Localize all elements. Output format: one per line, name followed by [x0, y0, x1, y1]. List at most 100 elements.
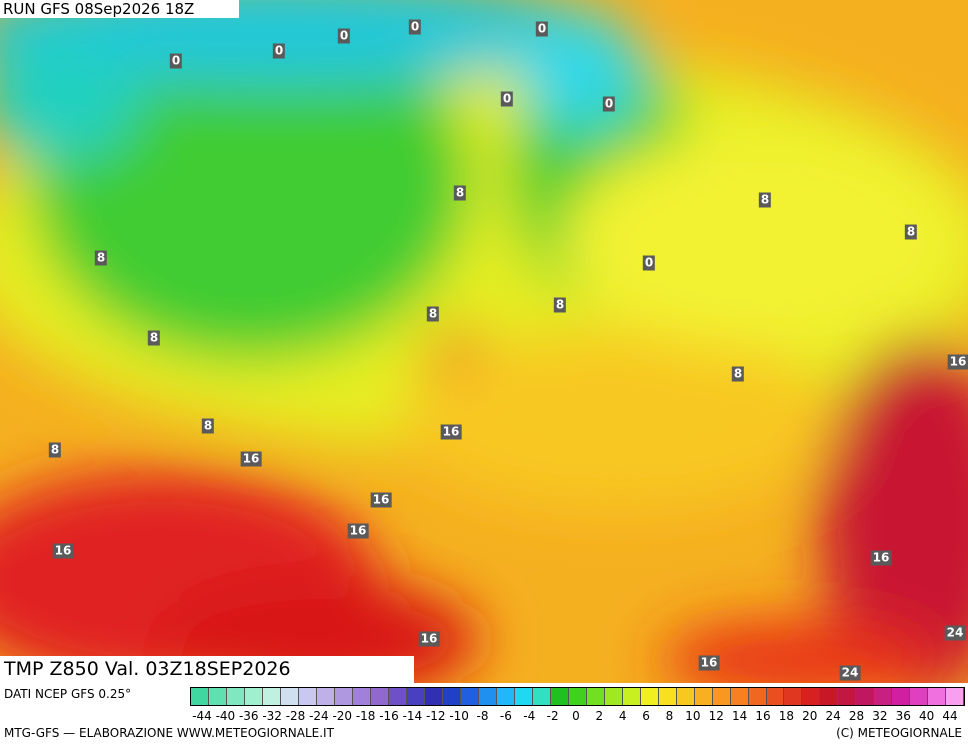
- color-swatch: [568, 688, 587, 705]
- scale-label: 12: [708, 709, 724, 723]
- contour-label: 24: [944, 625, 966, 641]
- contour-label: 8: [904, 224, 918, 240]
- credit: MTG-GFS — ELABORAZIONE WWW.METEOGIORNALE…: [4, 726, 334, 740]
- color-swatch: [802, 688, 821, 705]
- color-swatch: [586, 688, 605, 705]
- scale-label: -40: [215, 709, 236, 723]
- color-swatch: [820, 688, 839, 705]
- color-swatch: [514, 688, 533, 705]
- scale-label: -18: [355, 709, 376, 723]
- color-swatch: [280, 688, 299, 705]
- color-swatch: [928, 688, 947, 705]
- scale-label: -32: [262, 709, 282, 723]
- scale-label: -20: [332, 709, 353, 723]
- color-swatch: [262, 688, 281, 705]
- color-swatch: [208, 688, 227, 705]
- color-swatch: [766, 688, 785, 705]
- color-swatch: [388, 688, 407, 705]
- contour-label: 8: [147, 330, 161, 346]
- contour-label: 16: [870, 550, 892, 566]
- contour-label: 0: [408, 19, 422, 35]
- color-swatch: [352, 688, 371, 705]
- scale-label: 20: [802, 709, 818, 723]
- color-swatch: [550, 688, 569, 705]
- color-swatch: [730, 688, 749, 705]
- color-swatch: [334, 688, 353, 705]
- color-swatch: [604, 688, 623, 705]
- contour-label: 8: [758, 192, 772, 208]
- color-swatch: [532, 688, 551, 705]
- scale-label: 2: [595, 709, 604, 723]
- contour-label: 8: [48, 442, 62, 458]
- run-label: RUN GFS 08Sep2026 18Z: [0, 0, 239, 18]
- scale-label: -6: [499, 709, 512, 723]
- scale-label: -10: [449, 709, 469, 723]
- contour-label: 16: [440, 424, 462, 440]
- color-swatch: [748, 688, 767, 705]
- color-swatch: [316, 688, 335, 705]
- color-swatch: [946, 688, 965, 705]
- color-swatch: [191, 688, 209, 705]
- scale-label: 44: [942, 709, 958, 723]
- color-swatch: [226, 688, 245, 705]
- contour-label: 16: [52, 543, 74, 559]
- color-swatch: [622, 688, 641, 705]
- color-swatch: [370, 688, 389, 705]
- scale-label: -28: [285, 709, 306, 723]
- temperature-map: [0, 0, 968, 683]
- scale-label: -24: [309, 709, 329, 723]
- color-swatch: [640, 688, 659, 705]
- color-swatch: [478, 688, 497, 705]
- contour-label: 0: [535, 21, 549, 37]
- contour-label: 8: [453, 185, 467, 201]
- scale-label: 8: [665, 709, 674, 723]
- scale-label: 24: [825, 709, 841, 723]
- color-swatch: [874, 688, 893, 705]
- color-swatch: [424, 688, 443, 705]
- contour-label: 16: [698, 655, 720, 671]
- map-title: TMP Z850 Val. 03Z18SEP2026: [0, 656, 414, 683]
- color-scale: [190, 687, 965, 706]
- scale-label: -4: [523, 709, 536, 723]
- scale-label: 14: [731, 709, 748, 723]
- contour-label: 8: [553, 297, 567, 313]
- scale-label: 0: [572, 709, 580, 723]
- color-swatch: [694, 688, 713, 705]
- color-swatch: [910, 688, 929, 705]
- contour-label: 0: [337, 28, 351, 44]
- color-swatch: [676, 688, 695, 705]
- scale-label: 10: [685, 709, 701, 723]
- scale-label: 16: [755, 709, 771, 723]
- contour-label: 0: [169, 53, 183, 69]
- color-swatch: [298, 688, 317, 705]
- contour-label: 8: [426, 306, 440, 322]
- data-source: DATI NCEP GFS 0.25°: [4, 687, 132, 701]
- scale-label: -8: [476, 709, 489, 723]
- scale-label: 28: [848, 709, 865, 723]
- color-swatch: [460, 688, 479, 705]
- scale-label: -12: [425, 709, 446, 723]
- scale-label: -2: [546, 709, 559, 723]
- color-swatch: [838, 688, 857, 705]
- scale-label: 18: [778, 709, 795, 723]
- scale-label: 6: [642, 709, 650, 723]
- scale-label: -44: [192, 709, 212, 723]
- contour-label: 8: [731, 366, 745, 382]
- contour-label: 16: [240, 451, 262, 467]
- contour-label: 16: [418, 631, 440, 647]
- scale-label: -14: [402, 709, 423, 723]
- contour-label: 0: [272, 43, 286, 59]
- color-swatch: [892, 688, 911, 705]
- color-swatch: [784, 688, 803, 705]
- contour-label: 16: [370, 492, 392, 508]
- scale-label: 32: [872, 709, 888, 723]
- contour-label: 16: [347, 523, 369, 539]
- contour-label: 24: [839, 665, 861, 681]
- color-swatch: [658, 688, 677, 705]
- copyright: (C) METEOGIORNALE: [836, 726, 962, 740]
- scale-label: 36: [895, 709, 911, 723]
- color-swatch: [712, 688, 731, 705]
- scale-label: -16: [379, 709, 399, 723]
- contour-label: 8: [201, 418, 215, 434]
